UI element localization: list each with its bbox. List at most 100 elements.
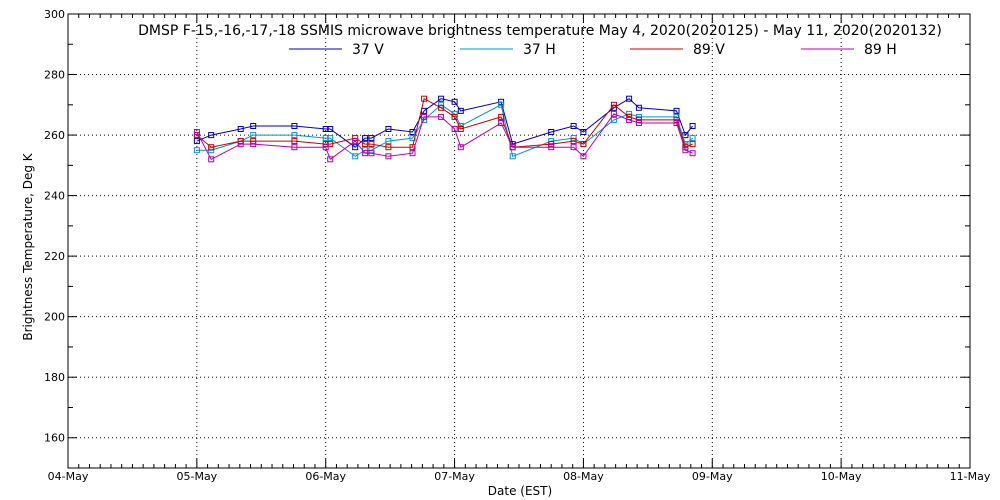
data-point	[580, 153, 587, 160]
data-point	[409, 150, 416, 157]
data-point	[421, 113, 428, 120]
data-point	[635, 120, 642, 126]
data-point	[509, 144, 516, 151]
x-tick-label: 11-May	[950, 470, 991, 483]
x-tick-label: 05-May	[176, 470, 217, 483]
data-point	[682, 147, 689, 154]
data-point	[385, 153, 392, 160]
data-point	[498, 113, 505, 120]
y-tick-label: 160	[44, 432, 65, 445]
y-axis-label: Brightness Temperature, Deg K	[21, 152, 35, 340]
data-point	[498, 120, 505, 126]
data-point	[626, 116, 633, 123]
data-point	[250, 123, 257, 129]
data-point	[352, 153, 359, 160]
data-point	[327, 135, 334, 142]
data-point	[548, 141, 555, 148]
data-point	[451, 113, 458, 120]
y-tick-label: 180	[44, 371, 65, 384]
data-point	[368, 150, 375, 157]
data-point	[237, 141, 244, 148]
data-point	[689, 135, 696, 142]
data-point	[291, 123, 298, 129]
x-tick-label: 06-May	[305, 470, 346, 483]
data-point	[368, 135, 375, 142]
series-line	[196, 97, 693, 148]
data-point	[327, 156, 334, 163]
data-point	[673, 120, 680, 126]
data-point	[457, 144, 464, 151]
data-point	[570, 144, 577, 151]
y-tick-label: 220	[44, 250, 65, 263]
data-point	[208, 144, 215, 151]
y-tick-label: 240	[44, 190, 65, 203]
series-line	[196, 98, 693, 148]
data-point	[610, 101, 617, 108]
data-point	[322, 144, 329, 151]
data-point	[385, 126, 392, 132]
data-point	[385, 144, 392, 151]
data-point	[673, 107, 680, 114]
data-point	[409, 144, 416, 151]
data-point	[409, 129, 416, 135]
data-point	[610, 116, 617, 123]
data-point	[457, 126, 464, 132]
data-point	[548, 144, 555, 151]
legend: 37 V 37 H 89 V 89 H	[289, 42, 897, 58]
data-point	[327, 141, 334, 148]
data-point	[570, 138, 577, 145]
data-point	[291, 138, 298, 145]
data-point	[237, 126, 244, 132]
data-point	[570, 123, 577, 129]
legend-label: 89 V	[693, 42, 725, 58]
y-tick-label: 280	[44, 69, 65, 82]
data-point	[438, 95, 445, 102]
legend-label: 37 V	[352, 42, 384, 58]
series-line	[196, 113, 693, 161]
data-point	[689, 123, 696, 129]
x-tick-label: 07-May	[434, 470, 475, 483]
data-point	[362, 141, 369, 148]
data-point	[250, 141, 257, 148]
series-37-v	[193, 95, 696, 151]
data-point	[626, 95, 633, 102]
data-point	[362, 135, 369, 142]
data-point	[610, 110, 617, 117]
data-point	[457, 107, 464, 114]
chart-title: DMSP F-15,-16,-17,-18 SSMIS microwave br…	[138, 23, 942, 39]
data-point	[352, 144, 359, 151]
data-point	[689, 150, 696, 157]
x-tick-label: 08-May	[563, 470, 604, 483]
data-point	[193, 129, 200, 135]
data-point	[421, 95, 428, 102]
y-tick-label: 260	[44, 129, 65, 142]
data-point	[291, 132, 298, 139]
data-point	[673, 116, 680, 123]
y-tick-label: 300	[44, 8, 65, 21]
y-tick-label: 200	[44, 311, 65, 324]
data-point	[509, 153, 516, 160]
data-point	[438, 113, 445, 120]
data-point	[385, 138, 392, 145]
x-axis-label: Date (EST)	[488, 484, 552, 498]
data-point	[352, 138, 359, 145]
data-point	[451, 126, 458, 132]
data-point	[635, 116, 642, 123]
data-point	[368, 141, 375, 148]
data-point	[208, 156, 215, 163]
series-group	[193, 95, 696, 163]
data-point	[327, 126, 334, 132]
data-point	[208, 132, 215, 139]
data-point	[362, 150, 369, 157]
data-point	[451, 98, 458, 105]
data-point	[635, 104, 642, 111]
data-point	[193, 138, 200, 145]
data-point	[193, 147, 200, 154]
x-tick-label: 04-May	[48, 470, 89, 483]
legend-label: 37 H	[523, 42, 556, 58]
data-point	[689, 141, 696, 148]
data-point	[498, 101, 505, 108]
